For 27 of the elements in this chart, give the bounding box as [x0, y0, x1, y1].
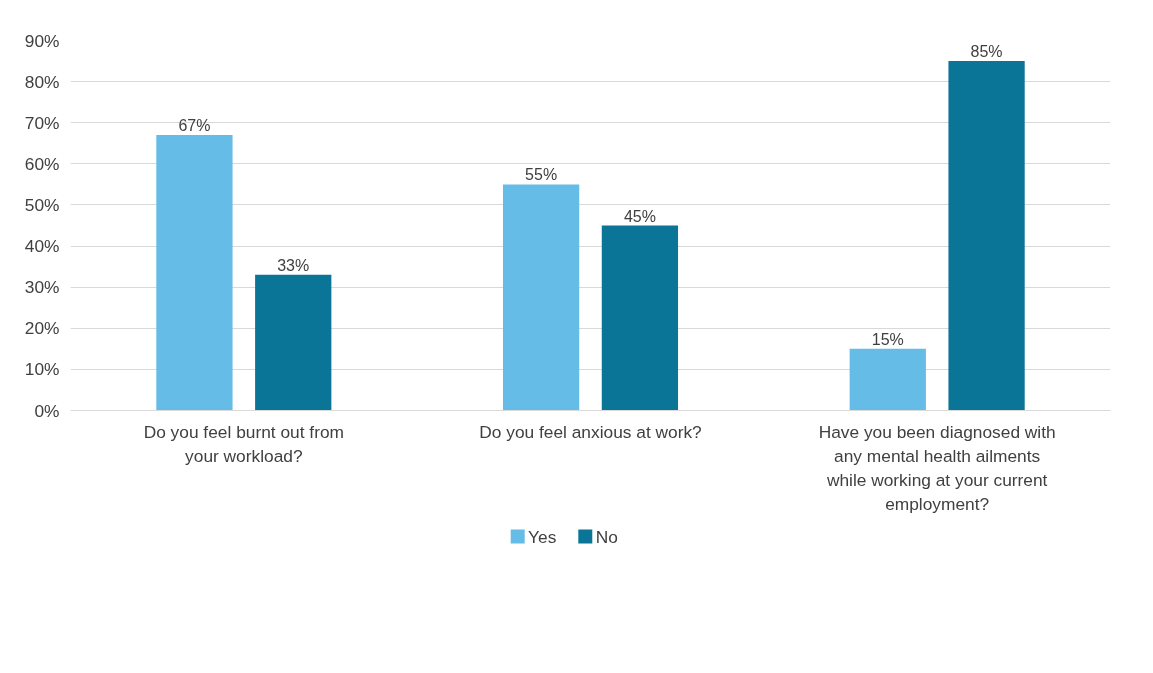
x-tick-label: Do you feel burnt out from your workload? [143, 421, 345, 466]
x-tick-label: Have you been diagnosed with any mental health ailments while working at your current employment? [818, 421, 1056, 514]
y-tick-label: 60% [24, 153, 60, 174]
data-label: 55% [525, 166, 558, 184]
y-tick-label: 80% [24, 71, 60, 92]
x-tick-label: Do you feel anxious at work? [479, 421, 702, 442]
bar [849, 348, 926, 411]
y-tick-label: 30% [24, 277, 60, 298]
y-tick-label: 70% [24, 112, 60, 133]
data-label: 85% [970, 43, 1003, 61]
data-label: 15% [871, 330, 904, 348]
bar [948, 61, 1025, 411]
legend-label: No [595, 526, 618, 547]
y-tick-label: 0% [34, 400, 60, 421]
y-tick-label: 50% [24, 194, 60, 215]
bar [502, 184, 580, 411]
data-label: 67% [178, 117, 211, 135]
y-tick-label: 90% [24, 30, 60, 51]
bar [601, 225, 679, 411]
bar [255, 274, 332, 411]
y-tick-label: 40% [24, 236, 60, 257]
data-label: 33% [277, 256, 310, 274]
bar [156, 135, 233, 411]
y-tick-label: 20% [24, 318, 60, 339]
data-label: 45% [623, 207, 656, 225]
legend-label: Yes [528, 526, 557, 547]
y-tick-label: 10% [24, 359, 60, 380]
